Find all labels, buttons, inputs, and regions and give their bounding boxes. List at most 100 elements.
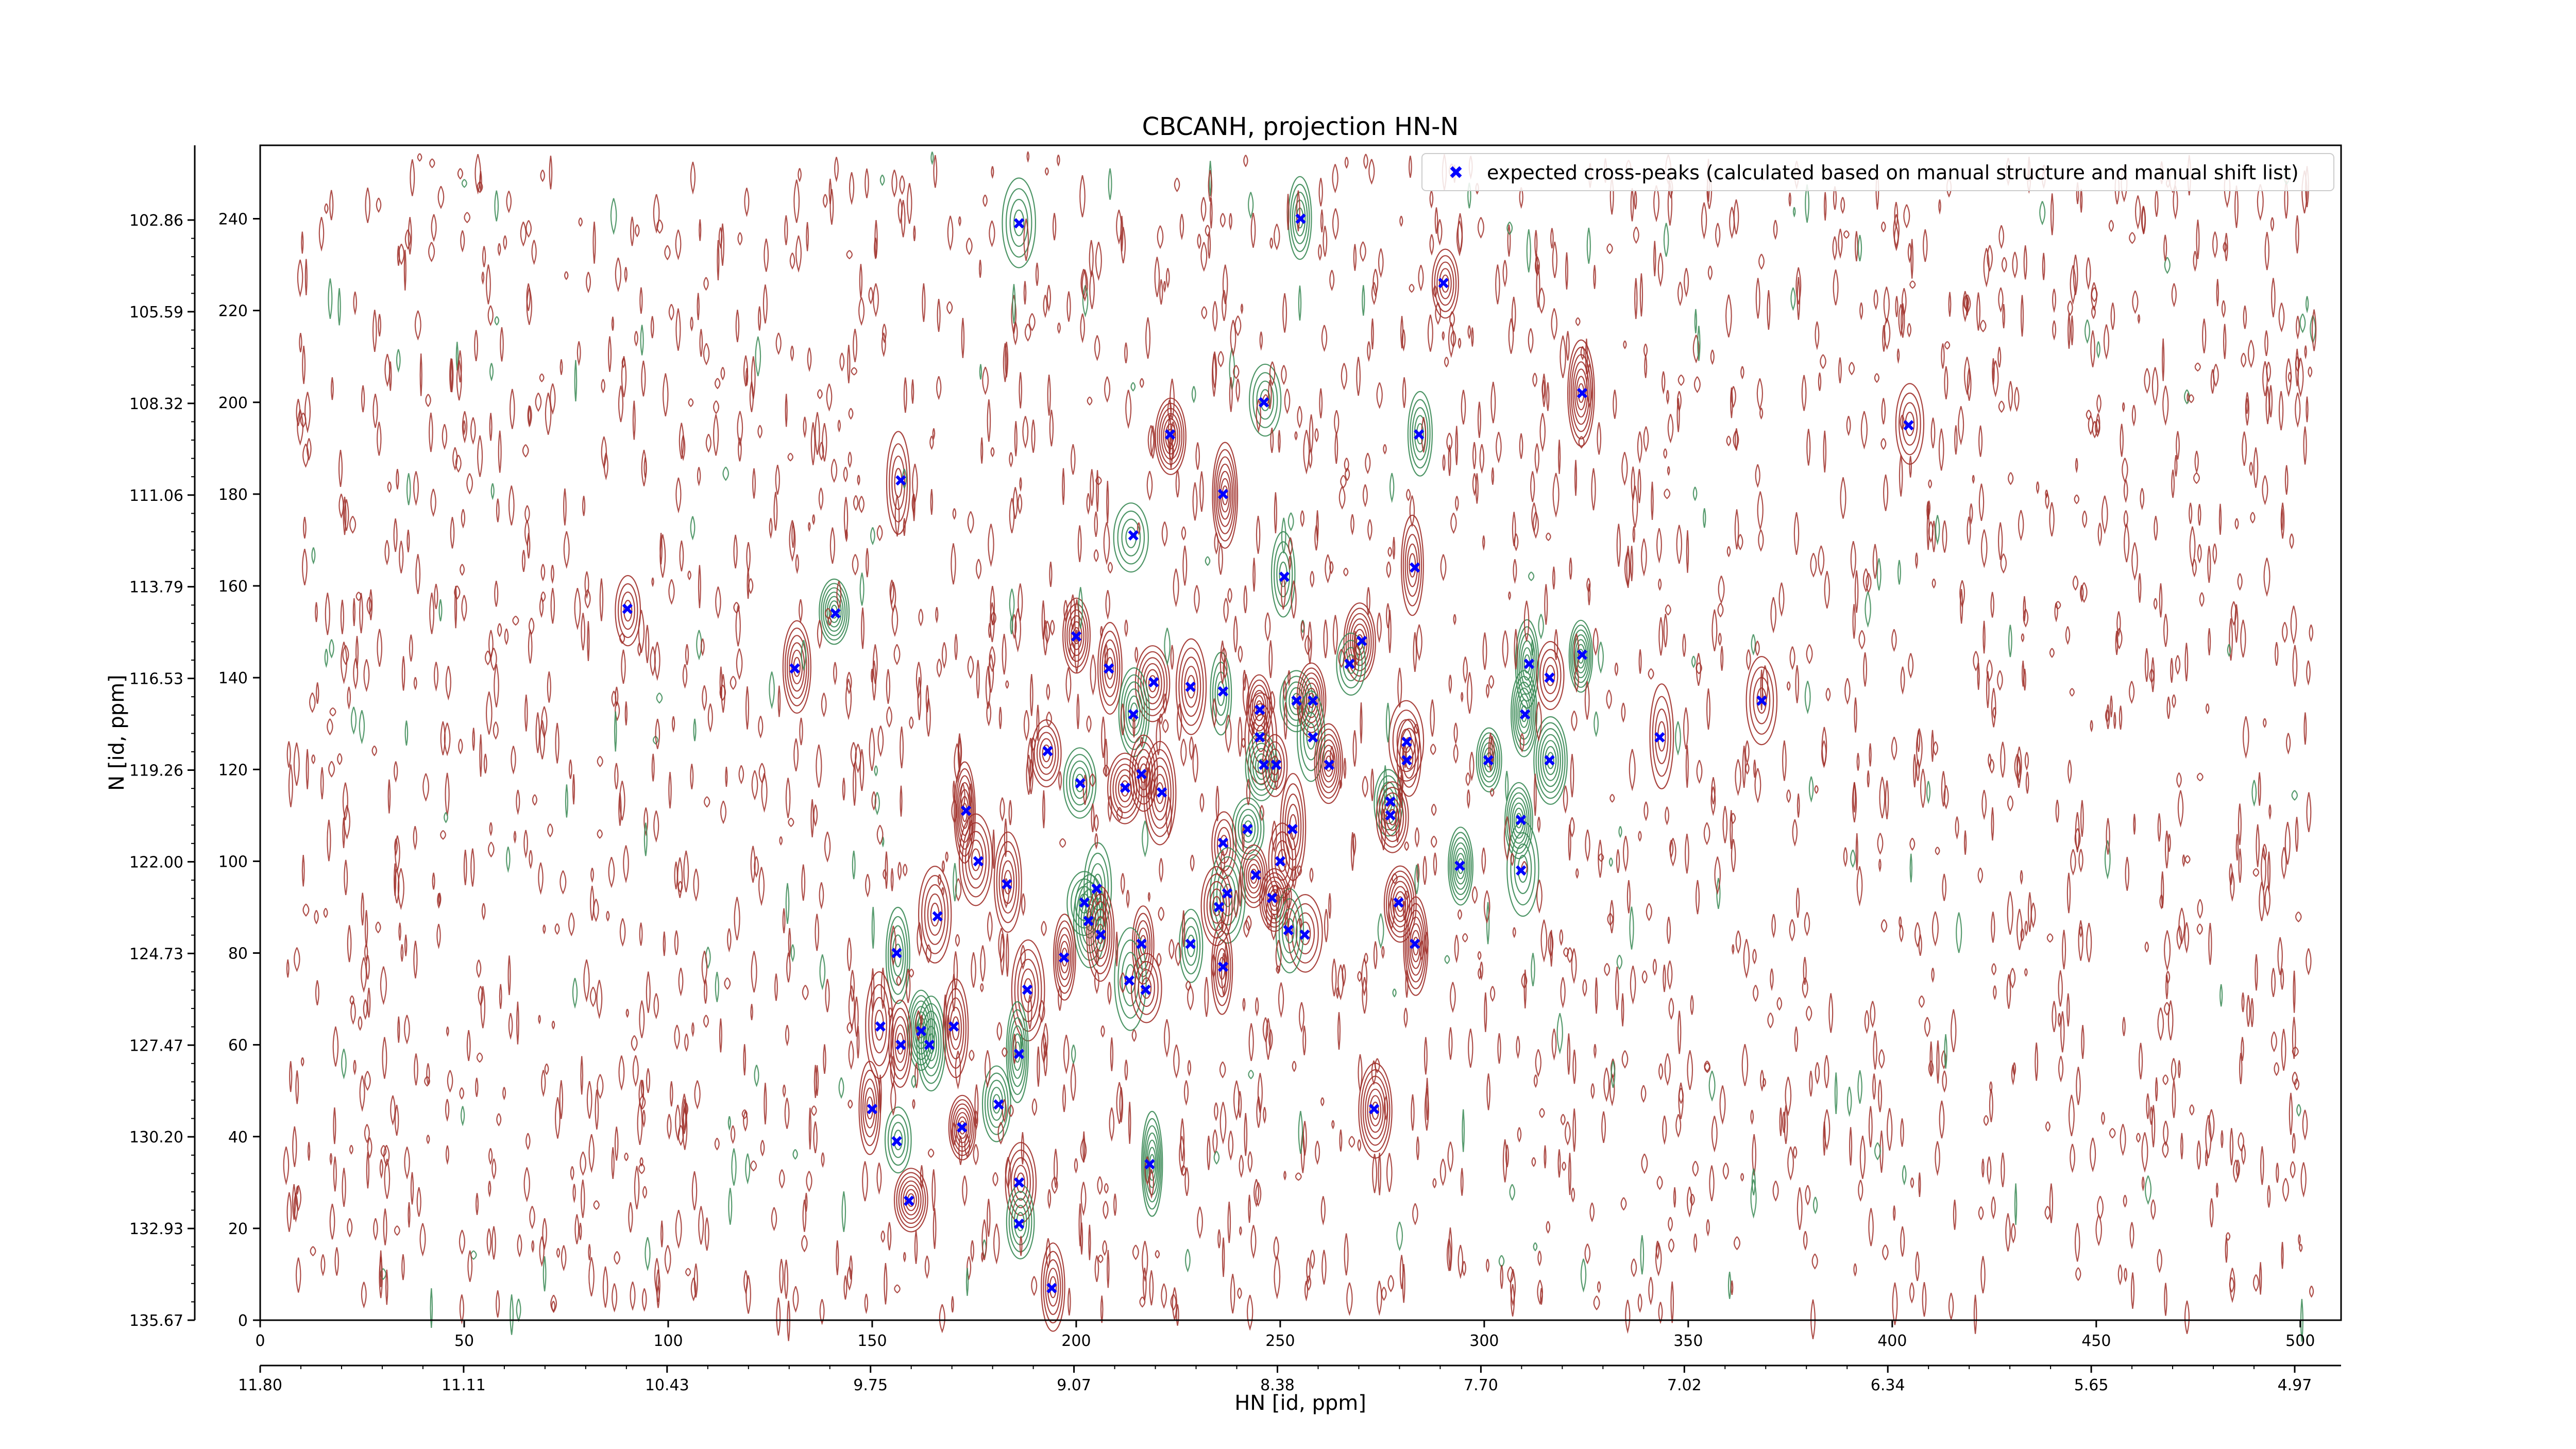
noise-contour: [834, 157, 839, 182]
noise-contour: [1411, 1094, 1415, 1131]
peak-contour-ring: [1216, 827, 1231, 864]
noise-contour: [751, 770, 758, 801]
noise-contour: [2196, 1140, 2201, 1170]
noise-contour: [1793, 512, 1800, 555]
noise-contour: [1483, 890, 1490, 924]
noise-contour: [1124, 619, 1128, 637]
noise-contour: [2066, 872, 2071, 914]
noise-contour: [843, 466, 848, 483]
noise-contour: [1523, 969, 1527, 1008]
noise-contour: [550, 1294, 557, 1313]
noise-contour: [1086, 715, 1092, 733]
noise-contour: [333, 1156, 337, 1192]
noise-contour: [989, 602, 995, 643]
noise-contour: [286, 741, 291, 768]
noise-contour: [292, 1184, 296, 1220]
noise-contour: [1433, 852, 1437, 876]
noise-contour: [1676, 398, 1680, 432]
noise-contour: [1298, 1002, 1304, 1033]
noise-contour: [1983, 1115, 1989, 1126]
noise-contour: [1655, 1242, 1662, 1277]
noise-contour: [681, 435, 686, 461]
noise-contour: [734, 897, 740, 940]
noise-contour: [1878, 858, 1882, 872]
noise-contour: [1057, 322, 1061, 334]
peak-contour: [1041, 1242, 1065, 1332]
noise-contour: [1513, 559, 1517, 584]
noise-contour: [1686, 1186, 1692, 1218]
noise-contour: [1402, 377, 1406, 408]
noise-contour: [1818, 373, 1822, 391]
noise-contour: [1247, 1151, 1253, 1173]
noise-contour: [301, 231, 304, 254]
noise-contour: [850, 970, 855, 1002]
noise-contour: [1222, 290, 1227, 321]
noise-contour: [297, 259, 303, 298]
noise-contour: [842, 778, 845, 801]
peak-contour: [1113, 502, 1149, 573]
noise-contour: [1281, 365, 1287, 385]
noise-contour: [394, 838, 398, 856]
noise-contour: [1321, 325, 1328, 352]
noise-contour: [1488, 675, 1495, 689]
peak-contour-ring: [1399, 728, 1419, 788]
noise-contour: [464, 212, 471, 224]
peak-contour-ring: [1319, 739, 1338, 788]
noise-contour: [2259, 1262, 2262, 1295]
noise-contour: [922, 283, 926, 322]
noise-contour: [1372, 268, 1379, 297]
noise-contour: [1392, 988, 1397, 998]
noise-contour: [845, 529, 848, 543]
peak-contour-ring: [1571, 629, 1590, 683]
noise-contour: [1023, 281, 1027, 305]
noise-contour: [1156, 953, 1162, 967]
peak-contour-ring: [927, 893, 943, 936]
noise-contour: [677, 881, 683, 893]
noise-contour: [1082, 774, 1088, 805]
noise-contour: [2024, 752, 2029, 771]
noise-contour: [1916, 728, 1923, 770]
noise-contour: [1253, 1179, 1260, 1208]
noise-contour: [476, 959, 482, 979]
noise-contour: [2294, 1078, 2300, 1091]
noise-contour: [1536, 879, 1543, 914]
x-ppm-tick-label: 8.38: [1260, 1376, 1295, 1394]
noise-contour: [1652, 958, 1657, 976]
noise-contour: [1107, 982, 1112, 1006]
noise-contour: [624, 266, 628, 283]
y-ppm-tick-label: 119.26: [129, 762, 183, 780]
noise-contour: [2183, 389, 2190, 405]
noise-contour: [1687, 1050, 1693, 1090]
noise-contour: [404, 229, 411, 250]
noise-contour: [915, 1010, 922, 1041]
noise-contour: [824, 831, 831, 863]
noise-contour: [1893, 226, 1899, 251]
noise-contour: [463, 850, 467, 885]
noise-contour: [1167, 414, 1172, 455]
noise-contour: [825, 979, 830, 1013]
noise-contour: [1570, 754, 1574, 798]
peak-contour-ring: [1047, 1268, 1059, 1307]
noise-contour: [1094, 814, 1099, 832]
noise-contour: [2264, 330, 2268, 356]
noise-contour: [1696, 653, 1701, 686]
noise-contour: [1618, 826, 1622, 838]
peak-contour: [1745, 655, 1778, 746]
noise-contour: [2184, 643, 2189, 682]
noise-contour: [535, 392, 542, 412]
noise-contour: [685, 1268, 691, 1277]
noise-contour: [847, 345, 851, 383]
noise-contour: [951, 543, 956, 585]
peak-contour-ring: [892, 1016, 908, 1071]
noise-contour: [1519, 187, 1523, 209]
noise-contour: [597, 1074, 604, 1099]
noise-contour: [873, 283, 879, 317]
noise-contour: [302, 903, 310, 917]
cross-peak-point: [1654, 732, 1665, 743]
noise-contour: [1725, 294, 1732, 338]
noise-contour: [1406, 488, 1411, 501]
noise-contour: [1663, 614, 1668, 648]
noise-contour: [1507, 224, 1511, 257]
cross-peak-point: [1148, 677, 1159, 688]
noise-contour: [1471, 327, 1474, 347]
